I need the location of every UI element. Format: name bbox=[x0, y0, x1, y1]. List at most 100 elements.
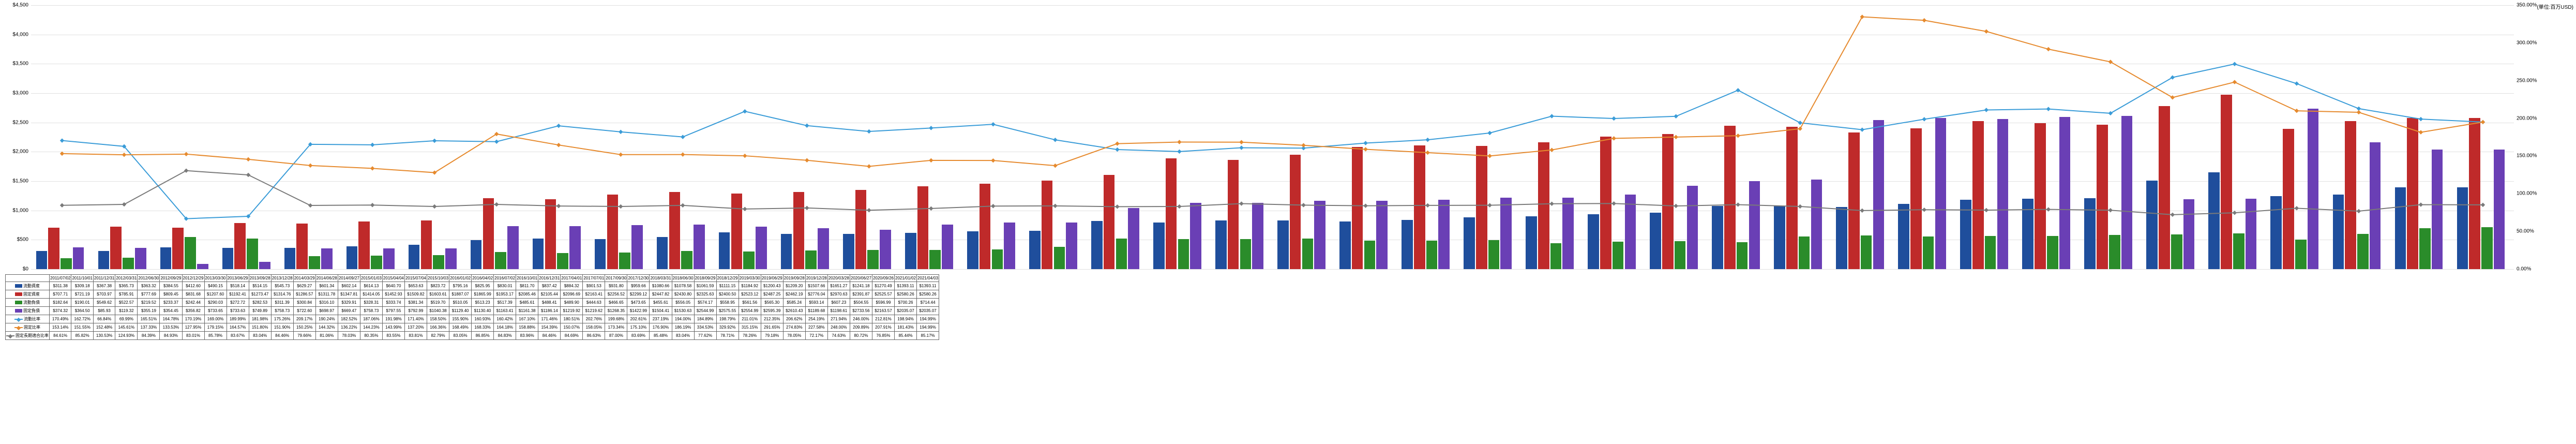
table-cell: $2554.99 bbox=[739, 307, 761, 315]
table-cell: 2016/12/31 bbox=[538, 275, 561, 282]
table-cell: $517.39 bbox=[494, 299, 516, 307]
table-row: 固定資産$707.71$721.19$703.97$785.91$777.69$… bbox=[6, 290, 939, 299]
table-cell: $364.50 bbox=[71, 307, 93, 315]
table-cell: $2447.82 bbox=[650, 290, 672, 299]
table-cell: 181.98% bbox=[249, 315, 271, 323]
y-right-tick: 350.00% bbox=[2517, 3, 2548, 8]
table-cell: $1130.40 bbox=[472, 307, 494, 315]
y-left-tick: $4,500 bbox=[3, 3, 28, 8]
table-cell: $2035.07 bbox=[917, 307, 939, 315]
table-cell: 194.00% bbox=[672, 315, 694, 323]
table-cell: $545.73 bbox=[271, 282, 293, 290]
table-cell: $328.31 bbox=[360, 299, 382, 307]
table-cell: $1452.93 bbox=[382, 290, 404, 299]
table-cell: $565.30 bbox=[761, 299, 783, 307]
table-cell: $1422.99 bbox=[627, 307, 650, 315]
table-cell: 143.99% bbox=[382, 323, 404, 332]
table-cell: $384.55 bbox=[160, 282, 182, 290]
table-cell: 83.05% bbox=[449, 332, 472, 340]
table-cell: 136.22% bbox=[338, 323, 360, 332]
table-cell: $1286.57 bbox=[293, 290, 315, 299]
table-cell: 124.93% bbox=[115, 332, 138, 340]
table-cell: 2019/03/30 bbox=[739, 275, 761, 282]
table-cell: $2462.19 bbox=[783, 290, 805, 299]
table-cell: 133.53% bbox=[160, 323, 182, 332]
table-cell: 78.71% bbox=[716, 332, 739, 340]
table-cell: 127.95% bbox=[182, 323, 204, 332]
y-left-tick: $1,000 bbox=[3, 208, 28, 213]
table-cell: 2019/06/29 bbox=[761, 275, 783, 282]
table-cell: 237.19% bbox=[650, 315, 672, 323]
table-cell: $2487.25 bbox=[761, 290, 783, 299]
table-cell: 2020/03/28 bbox=[827, 275, 850, 282]
table-cell: 2013/12/28 bbox=[271, 275, 293, 282]
table-cell: $1219.92 bbox=[561, 307, 583, 315]
table-cell: 2012/09/29 bbox=[160, 275, 182, 282]
table-cell: $758.73 bbox=[271, 307, 293, 315]
table-cell: $931.80 bbox=[605, 282, 627, 290]
table-cell: 209.17% bbox=[293, 315, 315, 323]
table-cell: 179.15% bbox=[204, 323, 227, 332]
table-cell: 72.17% bbox=[805, 332, 827, 340]
table-cell: $365.73 bbox=[115, 282, 138, 290]
table-cell: $1311.78 bbox=[315, 290, 338, 299]
table-cell: $703.97 bbox=[93, 290, 115, 299]
table-cell: 334.53% bbox=[694, 323, 716, 332]
table-cell: $614.13 bbox=[360, 282, 382, 290]
table-cell: $593.14 bbox=[805, 299, 827, 307]
table-cell: $1268.35 bbox=[605, 307, 627, 315]
table-cell: $1393.11 bbox=[895, 282, 917, 290]
table-cell: 151.90% bbox=[271, 323, 293, 332]
table-cell: 2017/04/01 bbox=[561, 275, 583, 282]
table-cell: $797.55 bbox=[382, 307, 404, 315]
table-cell: 160.42% bbox=[494, 315, 516, 323]
table-cell: $2776.04 bbox=[805, 290, 827, 299]
table-cell: 84.83% bbox=[494, 332, 516, 340]
table-cell: 2014/09/27 bbox=[338, 275, 360, 282]
table-cell: 248.00% bbox=[827, 323, 850, 332]
table-cell: 151.80% bbox=[249, 323, 271, 332]
table-row: 固定負債$374.32$364.50$85.93$119.32$355.19$3… bbox=[6, 307, 939, 315]
table-cell: 2013/09/28 bbox=[249, 275, 271, 282]
table-cell: 86.63% bbox=[583, 332, 605, 340]
table-cell: 2011/07/02 bbox=[50, 275, 71, 282]
table-cell: $2325.63 bbox=[694, 290, 716, 299]
table-cell: $1273.47 bbox=[249, 290, 271, 299]
table-cell: $733.63 bbox=[227, 307, 249, 315]
table-cell: $607.23 bbox=[827, 299, 850, 307]
y-left-tick: $0 bbox=[3, 267, 28, 272]
table-cell: 83.04% bbox=[249, 332, 271, 340]
table-cell: $831.68 bbox=[182, 290, 204, 299]
table-cell: 2017/09/30 bbox=[605, 275, 627, 282]
table-cell: $85.93 bbox=[93, 307, 115, 315]
table-cell: 186.19% bbox=[672, 323, 694, 332]
table-cell: $514.15 bbox=[249, 282, 271, 290]
table-cell: 271.94% bbox=[827, 315, 850, 323]
table-cell: 2018/06/30 bbox=[672, 275, 694, 282]
table-cell: 194.99% bbox=[917, 315, 939, 323]
table-cell: 175.26% bbox=[271, 315, 293, 323]
table-cell: 76.85% bbox=[872, 332, 894, 340]
table-cell: 175.10% bbox=[627, 323, 650, 332]
table-cell: $2525.57 bbox=[872, 290, 894, 299]
table-cell: $596.99 bbox=[872, 299, 894, 307]
table-cell: $1347.81 bbox=[338, 290, 360, 299]
y-right-tick: 0.00% bbox=[2517, 267, 2548, 272]
table-cell: $333.74 bbox=[382, 299, 404, 307]
table-cell: $233.37 bbox=[160, 299, 182, 307]
table-cell: 85.82% bbox=[71, 332, 93, 340]
table-cell: $2544.99 bbox=[694, 307, 716, 315]
y-left-tick: $4,000 bbox=[3, 32, 28, 37]
table-cell: $2105.44 bbox=[538, 290, 561, 299]
table-cell: 153.14% bbox=[50, 323, 71, 332]
table-cell: $1651.27 bbox=[827, 282, 850, 290]
table-cell: 2013/06/29 bbox=[227, 275, 249, 282]
table-cell: $356.82 bbox=[182, 307, 204, 315]
table-cell: 2016/01/02 bbox=[449, 275, 472, 282]
table-cell: $733.65 bbox=[204, 307, 227, 315]
table-cell: $640.70 bbox=[382, 282, 404, 290]
table-cell: $2163.41 bbox=[583, 290, 605, 299]
table-cell: $1111.15 bbox=[716, 282, 739, 290]
table-cell: $2096.69 bbox=[561, 290, 583, 299]
table-cell: $485.61 bbox=[516, 299, 538, 307]
